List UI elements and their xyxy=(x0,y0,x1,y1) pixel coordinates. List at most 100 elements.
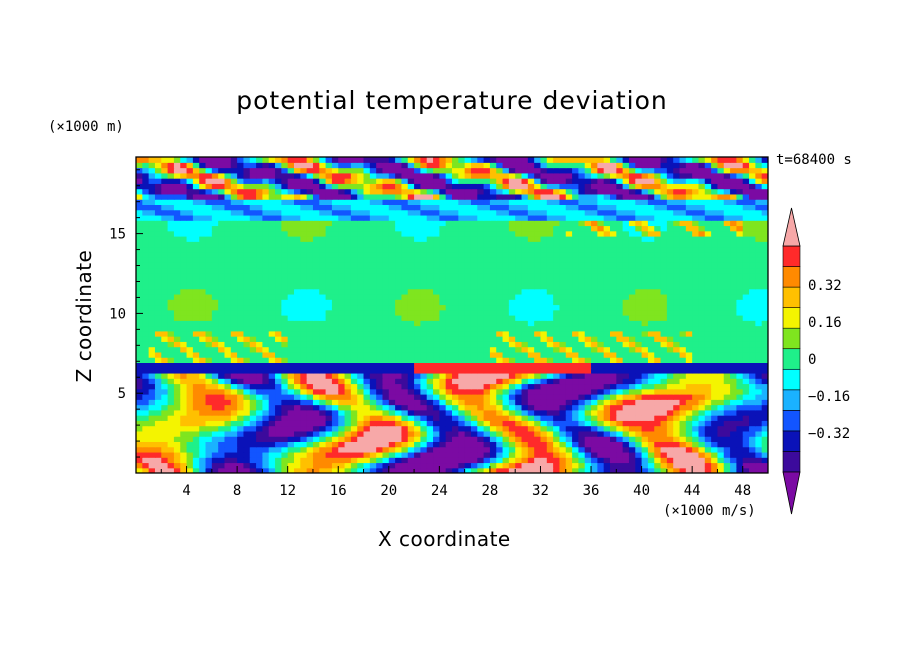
heatmap-cell xyxy=(692,257,700,263)
heatmap-cell xyxy=(300,388,308,395)
heatmap-cell xyxy=(666,420,674,427)
heatmap-cell xyxy=(312,446,320,453)
heatmap-cell xyxy=(167,441,175,448)
heatmap-cell xyxy=(502,304,510,311)
heatmap-cell xyxy=(641,394,649,400)
heatmap-cell xyxy=(622,241,630,248)
heatmap-cell xyxy=(331,336,339,342)
heatmap-cell xyxy=(666,241,674,248)
heatmap-cell xyxy=(477,214,485,221)
heatmap-cell xyxy=(357,241,365,248)
heatmap-cell xyxy=(470,225,478,232)
heatmap-cell xyxy=(142,283,150,290)
heatmap-cell xyxy=(357,467,365,473)
heatmap-cell xyxy=(464,372,472,379)
heatmap-cell xyxy=(502,283,510,290)
heatmap-cell xyxy=(173,320,181,327)
heatmap-cell xyxy=(230,436,238,442)
heatmap-cell xyxy=(736,230,744,237)
heatmap-cell xyxy=(395,272,403,279)
heatmap-cell xyxy=(148,325,156,332)
heatmap-cell xyxy=(294,425,301,432)
heatmap-cell xyxy=(685,351,693,358)
heatmap-cell xyxy=(489,257,497,263)
heatmap-cell xyxy=(243,357,251,363)
heatmap-cell xyxy=(262,372,270,379)
heatmap-cell xyxy=(584,304,592,311)
heatmap-cell xyxy=(230,441,238,448)
heatmap-cell xyxy=(736,299,744,306)
heatmap-cell xyxy=(154,241,162,248)
heatmap-cell xyxy=(395,388,403,395)
heatmap-cell xyxy=(464,346,472,353)
heatmap-cell xyxy=(420,257,428,263)
heatmap-cell xyxy=(148,320,156,327)
heatmap-cell xyxy=(502,378,510,385)
heatmap-cell xyxy=(508,209,516,216)
heatmap-cell xyxy=(610,325,617,332)
heatmap-cell xyxy=(452,214,459,221)
heatmap-cell xyxy=(167,320,175,327)
heatmap-cell xyxy=(572,346,579,353)
heatmap-cell xyxy=(546,362,554,369)
heatmap-cell xyxy=(192,451,200,458)
heatmap-cell xyxy=(331,246,339,253)
heatmap-cell xyxy=(521,230,529,237)
heatmap-cell xyxy=(433,209,440,216)
heatmap-cell xyxy=(559,457,567,464)
heatmap-cell xyxy=(331,446,339,453)
heatmap-cell xyxy=(439,330,447,337)
heatmap-cell xyxy=(199,209,207,216)
heatmap-cell xyxy=(452,404,459,411)
heatmap-cell xyxy=(673,351,681,358)
heatmap-cell xyxy=(761,367,768,374)
heatmap-cell xyxy=(496,262,504,269)
heatmap-cell xyxy=(477,225,485,232)
heatmap-cell xyxy=(578,430,586,437)
heatmap-cell xyxy=(452,278,459,284)
heatmap-cell xyxy=(527,388,535,395)
heatmap-cell xyxy=(647,357,655,363)
heatmap-cell xyxy=(357,214,365,221)
heatmap-cell xyxy=(439,388,447,395)
heatmap-cell xyxy=(407,236,415,242)
heatmap-cell xyxy=(369,209,377,216)
heatmap-cell xyxy=(382,272,390,279)
heatmap-cell xyxy=(376,436,384,442)
heatmap-cell xyxy=(275,351,282,358)
heatmap-cell xyxy=(470,315,478,321)
heatmap-cell xyxy=(489,357,497,363)
heatmap-cell xyxy=(622,409,630,416)
heatmap-cell xyxy=(237,220,245,227)
heatmap-cell xyxy=(717,388,725,395)
heatmap-cell xyxy=(502,293,510,300)
heatmap-cell xyxy=(218,241,226,248)
heatmap-cell xyxy=(275,257,282,263)
heatmap-cell xyxy=(426,278,434,284)
heatmap-cell xyxy=(180,372,188,379)
heatmap-cell xyxy=(211,441,219,448)
heatmap-cell xyxy=(161,420,169,427)
heatmap-cell xyxy=(546,236,554,242)
heatmap-cell xyxy=(319,399,327,406)
heatmap-cell xyxy=(742,341,750,348)
heatmap-cell xyxy=(452,230,459,237)
heatmap-cell xyxy=(508,241,516,248)
heatmap-cell xyxy=(262,430,270,437)
heatmap-cell xyxy=(325,425,333,432)
heatmap-cell xyxy=(508,341,516,348)
heatmap-cell xyxy=(635,378,643,385)
heatmap-cell xyxy=(262,415,270,421)
heatmap-cell xyxy=(578,420,586,427)
heatmap-cell xyxy=(268,236,276,242)
heatmap-cell xyxy=(287,362,295,369)
heatmap-cell xyxy=(294,367,301,374)
heatmap-cell xyxy=(414,246,421,253)
heatmap-cell xyxy=(578,320,586,327)
heatmap-cell xyxy=(319,299,327,306)
heatmap-cell xyxy=(477,304,485,311)
heatmap-cell xyxy=(180,246,188,253)
heatmap-cell xyxy=(439,336,447,342)
heatmap-cell xyxy=(237,383,245,390)
heatmap-cell xyxy=(262,399,270,406)
